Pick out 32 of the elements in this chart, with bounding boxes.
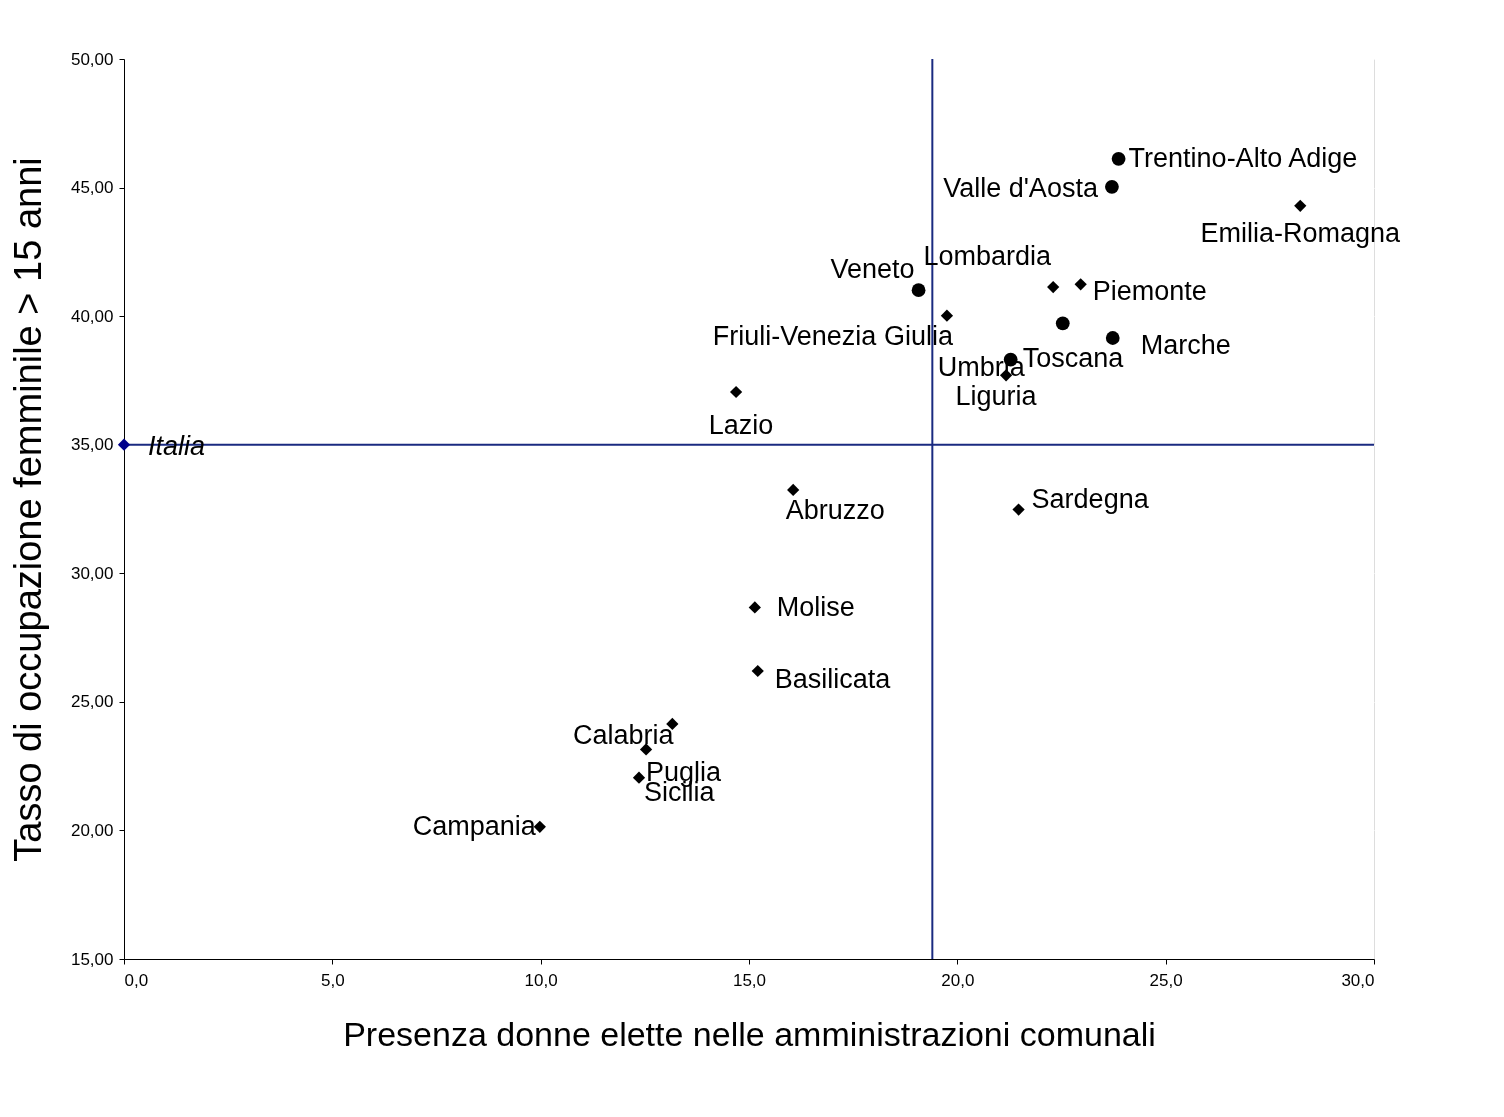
annotation: Liguria [955, 381, 1038, 412]
y-tick-label: 45,00 [70, 178, 114, 198]
x-tick-label: 20,0 [941, 970, 975, 990]
annotation: Lazio [708, 410, 774, 440]
x-axis-title: Presenza donne elette nelle amministrazioni comunali [343, 1014, 1156, 1053]
annotation: Valle d'Aosta [943, 172, 1099, 203]
annotation: Piemonte [1092, 276, 1207, 307]
y-tick-label: 40,00 [70, 306, 114, 326]
annotation: Veneto [830, 254, 915, 285]
y-tick-label: 30,00 [70, 563, 114, 583]
y-axis-title: Tasso di occupazione femminile > 15 anni [6, 157, 49, 862]
y-tick-label: 15,00 [70, 949, 114, 969]
x-tick-label: 10,0 [524, 970, 558, 990]
y-tick-label: 25,00 [70, 692, 114, 712]
annotation: Sardegna [1031, 483, 1150, 514]
annotation: Basilicata [774, 664, 892, 694]
annotation: Emilia-Romagna [1200, 217, 1402, 248]
annotation: Trentino-Alto Adige [1128, 142, 1358, 173]
annotation: Campania [412, 810, 537, 841]
x-tick-label: 0,0 [124, 970, 149, 990]
x-tick-label: 30,0 [1341, 970, 1375, 990]
x-tick-label: 25,0 [1149, 970, 1183, 990]
x-tick-label: 15,0 [732, 970, 767, 990]
annotation: Toscana [1022, 343, 1125, 374]
annotation: Marche [1140, 330, 1231, 360]
y-tick-label: 35,00 [70, 435, 114, 455]
annotation: Calabria [573, 719, 675, 750]
annotation: Abruzzo [785, 494, 885, 525]
x-tick-label: 5,0 [321, 970, 345, 990]
y-tick-label: 20,00 [70, 820, 114, 840]
y-tick-label: 50,00 [70, 49, 114, 69]
annotation: Molise [776, 592, 855, 623]
